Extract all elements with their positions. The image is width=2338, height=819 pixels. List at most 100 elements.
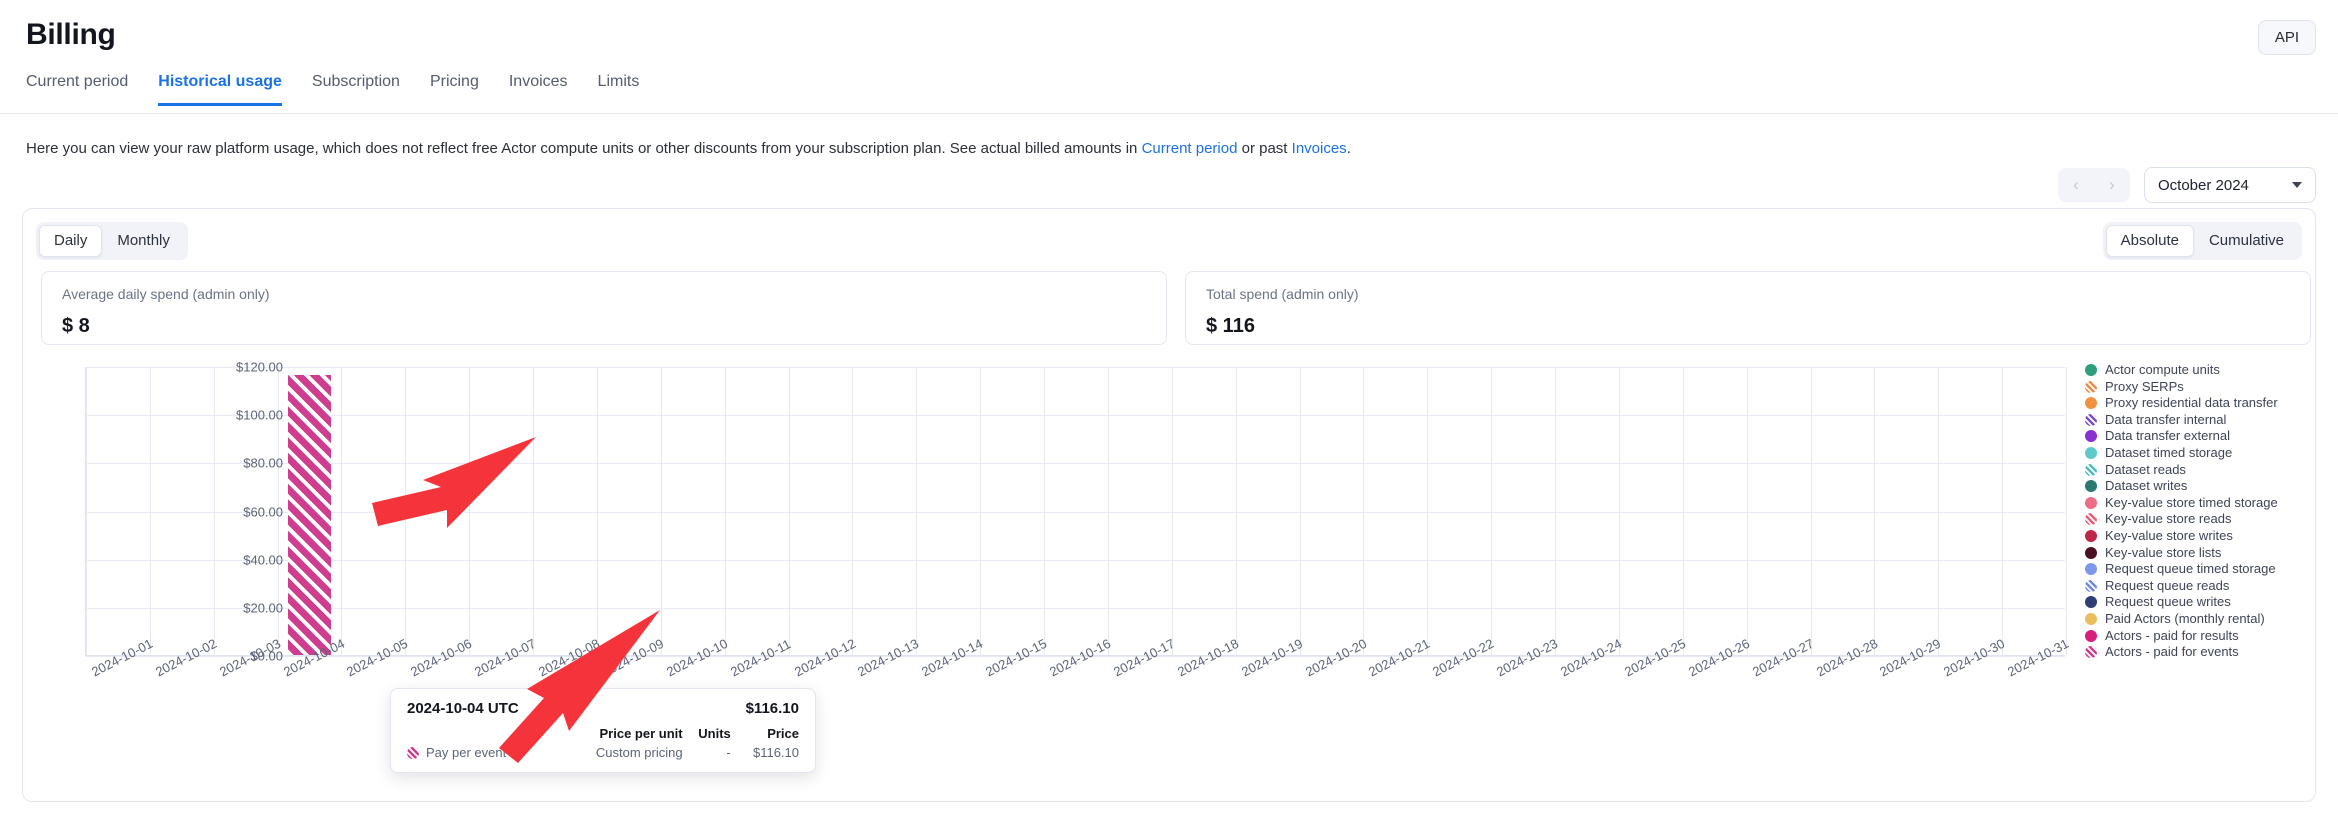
legend-item[interactable]: Dataset reads — [2085, 462, 2303, 477]
page-title: Billing — [26, 18, 116, 51]
tooltip-row-name-cell: Pay per event — [407, 744, 554, 760]
grid-line-vertical — [1044, 367, 1046, 655]
grid-line-horizontal — [86, 415, 2065, 417]
chevron-left-icon[interactable]: ‹ — [2058, 168, 2094, 202]
tooltip-date: 2024-10-04 UTC — [407, 700, 519, 717]
legend-item[interactable]: Request queue timed storage — [2085, 562, 2303, 576]
legend-item[interactable]: Dataset timed storage — [2085, 445, 2303, 460]
mode-option-cumulative[interactable]: Cumulative — [2208, 232, 2284, 249]
legend-item[interactable]: Key-value store writes — [2085, 527, 2303, 543]
grid-line-vertical — [1682, 367, 1684, 655]
legend-swatch-icon — [2085, 629, 2097, 642]
legend-swatch-icon — [2085, 612, 2097, 625]
legend-item[interactable]: Data transfer internal — [2085, 411, 2303, 427]
tooltip-row-name: Pay per event — [426, 745, 507, 760]
stat-card: Average daily spend (admin only) $ 8 — [41, 271, 1167, 345]
legend-swatch-icon — [2085, 596, 2097, 609]
period-arrows: ‹ › — [2058, 168, 2130, 202]
legend-label: Paid Actors (monthly rental) — [2105, 610, 2265, 626]
grid-line-vertical — [1235, 367, 1237, 655]
month-select-value: October 2024 — [2158, 176, 2249, 194]
legend-label: Data transfer internal — [2105, 411, 2227, 427]
legend-swatch-icon — [2085, 496, 2097, 509]
legend-label: Key-value store lists — [2105, 544, 2222, 560]
grid-line-vertical — [2002, 367, 2004, 655]
legend-item[interactable]: Proxy SERPs — [2085, 378, 2303, 394]
chevron-right-icon[interactable]: › — [2094, 168, 2130, 202]
granularity-option-daily[interactable]: Daily — [39, 225, 103, 257]
legend-item[interactable]: Dataset writes — [2085, 479, 2303, 493]
y-axis-tick-label: $100.00 — [236, 407, 283, 423]
grid-line-vertical — [596, 367, 598, 655]
month-select[interactable]: October 2024 — [2144, 167, 2316, 203]
y-axis-tick-label: $60.00 — [243, 504, 283, 519]
legend-item[interactable]: Actors - paid for events — [2085, 645, 2303, 659]
grid-line-vertical — [277, 367, 279, 655]
legend-item[interactable]: Request queue reads — [2085, 578, 2303, 593]
tooltip-units: - — [726, 745, 731, 760]
legend-swatch-icon — [2085, 646, 2097, 659]
grid-line-horizontal — [86, 607, 2065, 609]
legend-item[interactable]: Key-value store lists — [2085, 544, 2303, 560]
grid-line-horizontal — [86, 559, 2065, 561]
legend-label: Key-value store reads — [2105, 511, 2232, 527]
chart-plot-area — [85, 367, 2067, 657]
legend-label: Proxy residential data transfer — [2105, 395, 2278, 411]
grid-line-vertical — [916, 367, 918, 655]
grid-line-horizontal — [86, 511, 2065, 513]
legend-swatch-icon — [2085, 546, 2097, 559]
legend-item[interactable]: Request queue writes — [2085, 595, 2303, 609]
legend-item[interactable]: Key-value store reads — [2085, 512, 2303, 526]
grid-line-vertical — [405, 367, 407, 655]
grid-line-vertical — [1363, 367, 1365, 655]
legend-swatch-icon — [2085, 563, 2097, 576]
mode-option-absolute[interactable]: Absolute — [2105, 225, 2194, 257]
chart-bar[interactable] — [287, 375, 332, 655]
legend-label: Actors - paid for events — [2105, 644, 2239, 660]
tooltip-table-body: Pay per event Custom pricing - $116.10 — [407, 744, 799, 760]
tooltip-header: 2024-10-04 UTC $116.10 — [407, 700, 799, 717]
legend-label: Proxy SERPs — [2105, 378, 2184, 394]
y-axis-tick-label: $20.00 — [243, 600, 283, 616]
tab-bar: Current period Historical usage Subscripti… — [0, 72, 2338, 114]
chevron-down-icon — [2292, 182, 2302, 188]
legend-label: Key-value store writes — [2105, 527, 2233, 543]
tooltip-column-header: Price — [767, 726, 799, 741]
grid-line-vertical — [980, 367, 982, 655]
legend-swatch-icon — [2085, 430, 2097, 443]
tooltip-total: $116.10 — [745, 700, 799, 717]
legend-label: Request queue timed storage — [2105, 561, 2276, 577]
legend-swatch-icon — [2085, 364, 2097, 376]
legend-item[interactable]: Actor compute units — [2085, 363, 2303, 377]
legend-item[interactable]: Proxy residential data transfer — [2085, 396, 2303, 410]
tab-limits[interactable]: Limits — [597, 73, 640, 90]
invoices-link[interactable]: Invoices — [1291, 140, 1347, 157]
tab-subscription[interactable]: Subscription — [311, 73, 400, 90]
legend-item[interactable]: Data transfer external — [2085, 429, 2303, 443]
grid-line-vertical — [86, 367, 87, 655]
stat-label: Average daily spend (admin only) — [62, 286, 270, 302]
tab-current-period[interactable]: Current period — [26, 73, 129, 90]
current-period-link[interactable]: Current period — [1141, 140, 1238, 157]
tooltip-table: Price per unit Units Price Pay per event Cu… — [407, 726, 799, 760]
legend-label: Request queue writes — [2105, 594, 2231, 610]
legend-item[interactable]: Key-value store timed storage — [2085, 495, 2303, 510]
legend-label: Data transfer external — [2105, 428, 2231, 444]
legend-label: Dataset writes — [2105, 478, 2188, 494]
grid-line-vertical — [1618, 367, 1620, 655]
grid-line-vertical — [1491, 367, 1493, 655]
api-button[interactable]: API — [2257, 20, 2316, 55]
chart-legend: Actor compute units Proxy SERPs Proxy resi… — [2077, 363, 2303, 659]
legend-item[interactable]: Paid Actors (monthly rental) — [2085, 610, 2303, 626]
period-selector: ‹ › October 2024 — [2058, 167, 2316, 203]
tab-historical-usage[interactable]: Historical usage — [158, 72, 282, 106]
legend-item[interactable]: Actors - paid for results — [2085, 628, 2303, 643]
grid-line-vertical — [1555, 367, 1557, 655]
grid-line-vertical — [341, 367, 343, 655]
tab-invoices[interactable]: Invoices — [508, 73, 568, 90]
tab-pricing[interactable]: Pricing — [429, 73, 479, 90]
intro-text: Here you can view your raw platform usag… — [26, 139, 1351, 159]
granularity-option-monthly[interactable]: Monthly — [117, 232, 170, 249]
legend-swatch-icon — [2085, 397, 2097, 410]
y-axis-tick-label: $0.00 — [250, 648, 283, 664]
